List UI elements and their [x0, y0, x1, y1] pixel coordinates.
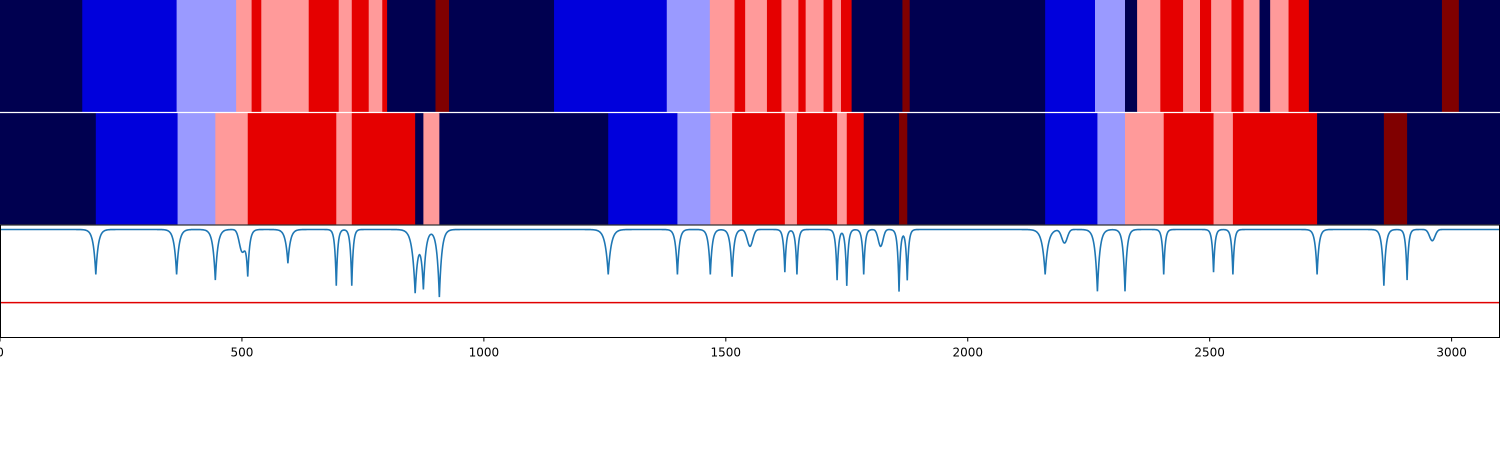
segment-state-5	[1383, 112, 1408, 225]
segment-state-4	[1163, 112, 1215, 225]
segment-state-2	[177, 112, 216, 225]
likelihood-curve	[0, 228, 1500, 298]
segment-state-3	[837, 112, 848, 225]
segment-state-4	[382, 0, 388, 113]
segment-state-0	[907, 112, 1046, 225]
segment-state-0	[415, 112, 424, 225]
segment-state-0	[1317, 112, 1385, 225]
segment-state-3	[709, 0, 736, 113]
segment-state-3	[1211, 0, 1233, 113]
segment-state-3	[1243, 0, 1261, 113]
segment-state-4	[1288, 0, 1310, 113]
segment-state-3	[1270, 0, 1290, 113]
segment-state-4	[247, 112, 337, 225]
segment-state-4	[823, 0, 833, 113]
segment-state-1	[608, 112, 679, 225]
segment-state-3	[336, 112, 353, 225]
segment-state-3	[338, 0, 353, 113]
segment-state-5	[435, 0, 450, 113]
segment-state-4	[351, 112, 416, 225]
segment-state-0	[1259, 0, 1271, 113]
segment-state-4	[840, 0, 853, 113]
segment-state-4	[766, 0, 783, 113]
segment-state-4	[351, 0, 370, 113]
segment-state-0	[1407, 112, 1500, 225]
segment-state-3	[745, 0, 768, 113]
segment-state-3	[423, 112, 440, 225]
segment-state-4	[796, 112, 838, 225]
signal-panel-background	[0, 225, 1500, 338]
segment-state-2	[1095, 0, 1126, 113]
segment-state-4	[251, 0, 262, 113]
x-tick-label: 1500	[711, 346, 742, 360]
segment-state-3	[784, 112, 798, 225]
segment-state-4	[308, 0, 340, 113]
segment-state-3	[1183, 0, 1201, 113]
segment-state-4	[1200, 0, 1212, 113]
segment-state-1	[82, 0, 178, 113]
segment-state-4	[734, 0, 746, 113]
segment-state-2	[1097, 112, 1126, 225]
segment-state-0	[439, 112, 609, 225]
segment-state-4	[798, 0, 807, 113]
segment-state-0	[0, 112, 97, 225]
segment-state-0	[0, 0, 83, 113]
segment-state-3	[710, 112, 733, 225]
segment-state-4	[1232, 112, 1318, 225]
segment-state-3	[236, 0, 253, 113]
segment-state-3	[1137, 0, 1161, 113]
x-tick-label: 2000	[952, 346, 983, 360]
segment-state-0	[1458, 0, 1500, 113]
segment-state-0	[851, 0, 904, 113]
x-tick-label: 1000	[469, 346, 500, 360]
segment-state-4	[732, 112, 786, 225]
segment-state-0	[1308, 0, 1443, 113]
segment-state-5	[1441, 0, 1460, 113]
x-tick-label: 0	[0, 346, 4, 360]
x-tick-label: 500	[230, 346, 253, 360]
segment-state-3	[781, 0, 799, 113]
segment-state-1	[1045, 112, 1099, 225]
segment-state-4	[846, 112, 865, 225]
segment-state-3	[832, 0, 842, 113]
segment-state-3	[368, 0, 383, 113]
segmentation-row-1	[0, 0, 1500, 113]
segment-state-3	[1213, 112, 1234, 225]
x-tick-label: 2500	[1194, 346, 1225, 360]
segment-state-5	[899, 112, 908, 225]
segment-state-0	[1125, 0, 1138, 113]
x-tick-label: 3000	[1436, 346, 1467, 360]
segmentation-row-2	[0, 112, 1500, 225]
segment-state-4	[1160, 0, 1184, 113]
segment-state-4	[1231, 0, 1245, 113]
segment-state-3	[261, 0, 310, 113]
segment-state-0	[449, 0, 555, 113]
segment-state-1	[1045, 0, 1096, 113]
segment-state-0	[909, 0, 1046, 113]
segment-state-2	[176, 0, 237, 113]
segment-state-2	[677, 112, 711, 225]
signal-panel	[0, 224, 1500, 338]
segment-state-3	[805, 0, 825, 113]
segment-state-3	[1125, 112, 1165, 225]
segment-state-3	[215, 112, 249, 225]
x-axis: 0 500 1000 1500 2000 2500 3000	[0, 337, 1467, 360]
segment-state-0	[387, 0, 437, 113]
segment-state-0	[863, 112, 900, 225]
segment-state-5	[902, 0, 911, 113]
segmentation-rows	[0, 0, 1500, 226]
segment-state-2	[666, 0, 711, 113]
segment-state-1	[95, 112, 179, 225]
segment-state-1	[554, 0, 668, 113]
